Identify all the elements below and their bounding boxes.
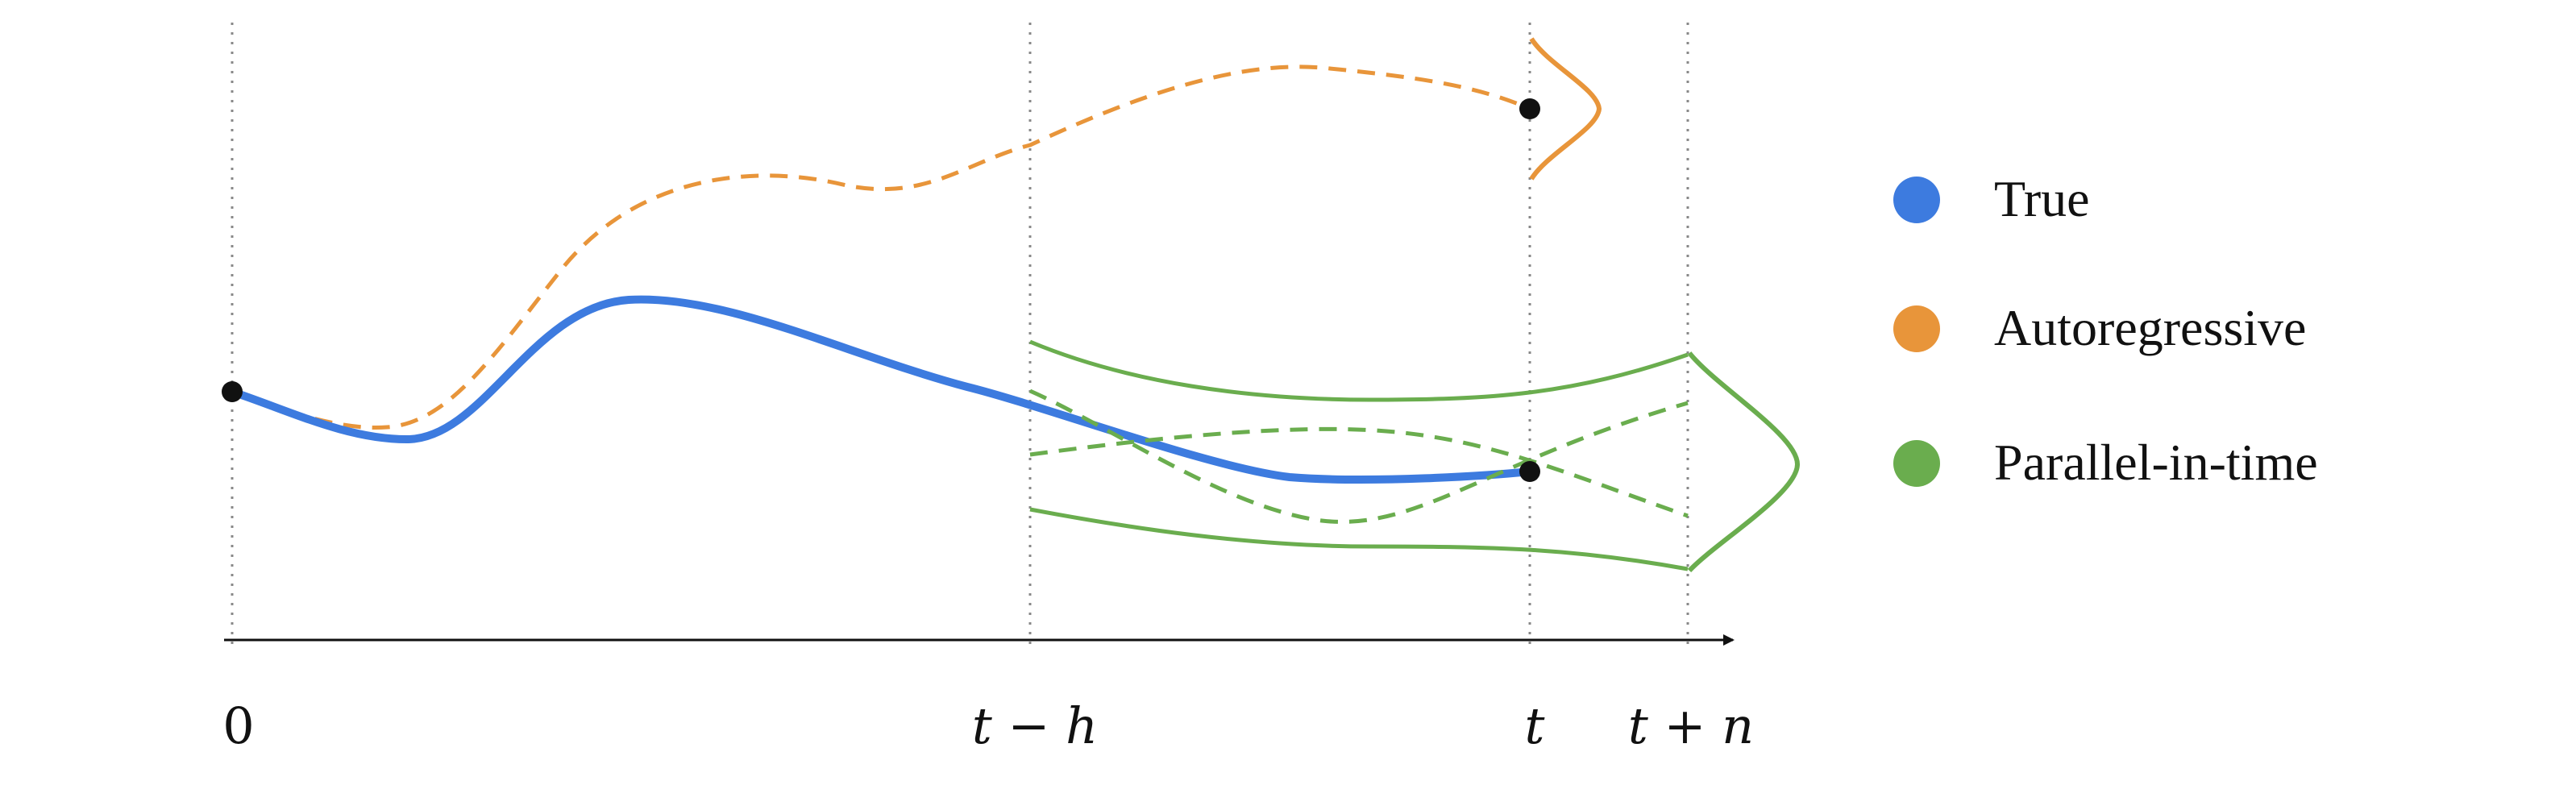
tick-label-t-minus-h: t − h — [972, 696, 1098, 755]
legend-marker-true — [1893, 177, 1940, 223]
legend-item-autoregressive: Autoregressive — [1893, 299, 2306, 356]
legend: True Autoregressive Parallel-in-time — [1893, 170, 2318, 491]
autoregressive-end-point — [1519, 98, 1540, 119]
tick-label-t-plus-n: t + n — [1628, 696, 1754, 755]
legend-label-autoregressive: Autoregressive — [1994, 299, 2306, 356]
true-end-point — [1519, 461, 1540, 482]
tick-label-t: t — [1525, 696, 1545, 755]
start-point — [222, 381, 243, 402]
parallel-envelope-lower — [1029, 507, 1689, 571]
parallel-distribution — [1687, 351, 1801, 573]
legend-label-parallel: Parallel-in-time — [1994, 434, 2318, 491]
legend-marker-autoregressive — [1893, 305, 1940, 352]
true-path — [228, 295, 1534, 484]
legend-item-true: True — [1893, 170, 2090, 227]
tick-label-zero: 0 — [222, 696, 254, 755]
parallel-sample-1 — [1028, 388, 1689, 524]
legend-marker-parallel — [1893, 440, 1940, 487]
legend-label-true: True — [1994, 170, 2090, 227]
autoregressive-distribution — [1529, 37, 1602, 181]
autoregressive-path — [231, 64, 1531, 430]
parallel-envelope-upper — [1029, 339, 1689, 402]
legend-item-parallel: Parallel-in-time — [1893, 434, 2318, 491]
parallel-sample-2 — [1029, 426, 1689, 518]
guide-lines — [231, 23, 1689, 645]
